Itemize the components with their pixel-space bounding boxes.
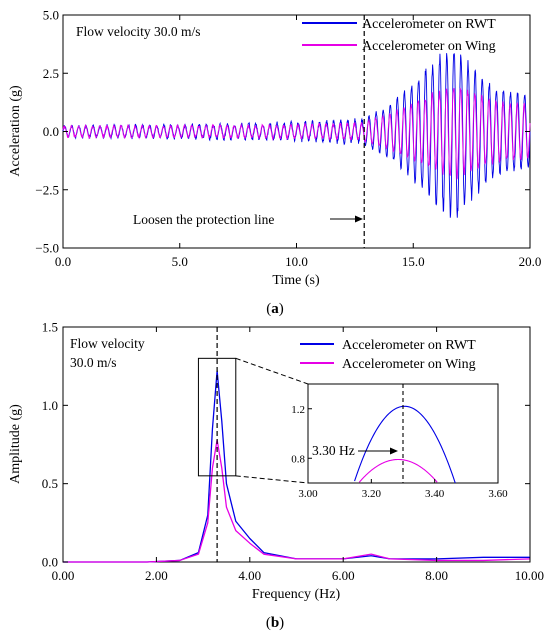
panel-a-y-axis-label: Acceleration (g) <box>8 85 23 177</box>
inset-peak-label: 3.30 Hz <box>312 443 355 458</box>
panel-b-amplitude-chart: 0.00 2.00 4.00 6.00 8.00 10.00 1.5 1.0 0.5 0.0 Fl… <box>8 320 544 603</box>
inset-series-line-0 <box>354 405 456 484</box>
panel-b-ticks: 0.00 2.00 4.00 6.00 8.00 10.00 1.5 1.0 0.5 0.0 <box>42 320 544 584</box>
panel-a-x-tick-label: 20.0 <box>519 254 542 269</box>
panel-b-x-tick-label: 4.00 <box>238 568 261 583</box>
panel-b-x-tick-label: 8.00 <box>425 568 448 583</box>
panel-b-y-axis-label: Amplitude (g) <box>8 404 23 484</box>
panel-a-event-arrowhead <box>355 215 363 223</box>
panel-a-x-axis-label: Time (s) <box>272 273 320 288</box>
panel-a-caption: (a) <box>266 301 284 317</box>
panel-b-x-axis-label: Frequency (Hz) <box>252 587 341 602</box>
panel-a-y-tick-label: −5.0 <box>35 241 59 256</box>
panel-b-condition-annotation-line1: Flow velocity <box>70 336 145 351</box>
panel-a-acceleration-chart: 0.0 5.0 10.0 15.0 20.0 5.0 2.5 0.0 −2.5 −5.0 Flow… <box>8 8 541 289</box>
panel-a-x-tick-label: 15.0 <box>402 254 425 269</box>
panel-a-ticks: 0.0 5.0 10.0 15.0 20.0 5.0 2.5 0.0 −2.5 −5.0 <box>35 8 541 270</box>
panel-b-series <box>63 370 531 563</box>
panel-a-series-line-1 <box>62 87 531 181</box>
panel-b-x-tick-label: 2.00 <box>145 568 168 583</box>
panel-b-legend-label-rwt: Accelerometer on RWT <box>342 338 476 353</box>
inset-x-tick-label: 3.60 <box>488 488 508 500</box>
panel-b-inset-zoom-chart: 3.00 3.20 3.40 3.60 1.2 0.8 3.30 Hz <box>291 383 508 500</box>
inset-y-tick-label: 1.2 <box>291 404 305 416</box>
panel-a-y-tick-label: 0.0 <box>43 124 59 139</box>
panel-a-condition-annotation: Flow velocity 30.0 m/s <box>76 24 201 39</box>
panel-a-series <box>62 53 531 218</box>
panel-a-legend-label-rwt: Accelerometer on RWT <box>362 17 496 32</box>
inset-y-tick-label: 0.8 <box>291 453 305 465</box>
inset-x-tick-label: 3.20 <box>362 488 382 500</box>
panel-b-condition-annotation-line2: 30.0 m/s <box>70 355 117 370</box>
panel-b-series-line-1 <box>63 439 531 563</box>
panel-b-x-tick-label: 6.00 <box>332 568 355 583</box>
panel-b-plot-frame <box>62 326 531 563</box>
panel-a-event-annotation: Loosen the protection line <box>133 212 274 227</box>
inset-x-tick-label: 3.40 <box>425 488 445 500</box>
panel-a-x-tick-label: 0.0 <box>55 254 71 269</box>
panel-b-y-tick-label: 0.0 <box>42 555 58 570</box>
panel-a-legend: Accelerometer on RWT Accelerometer on Wi… <box>302 17 496 54</box>
panel-b-legend: Accelerometer on RWT Accelerometer on Wi… <box>300 338 476 372</box>
panel-b-zoom-connector-bottom <box>235 475 309 484</box>
panel-b-legend-label-wing: Accelerometer on Wing <box>342 357 476 372</box>
panel-b-zoom-connector-top <box>235 357 309 385</box>
inset-x-tick-label: 3.00 <box>298 488 318 500</box>
panel-a-x-tick-label: 10.0 <box>285 254 308 269</box>
panel-b-y-tick-label: 0.5 <box>42 476 58 491</box>
panel-a-y-tick-label: 5.0 <box>43 8 59 23</box>
panel-a-y-tick-label: −2.5 <box>35 182 59 197</box>
inset-series <box>354 405 456 484</box>
inset-ticks: 3.00 3.20 3.40 3.60 1.2 0.8 <box>291 404 508 500</box>
panel-a-y-tick-label: 2.5 <box>43 66 59 81</box>
panel-b-y-tick-label: 1.5 <box>42 320 58 335</box>
panel-b-y-tick-label: 1.0 <box>42 398 58 413</box>
panel-a-x-tick-label: 5.0 <box>172 254 188 269</box>
panel-b-zoom-box <box>197 357 237 477</box>
inset-peak-arrowhead <box>390 447 398 455</box>
panel-b-x-tick-label: 10.00 <box>515 568 544 583</box>
panel-a-legend-label-wing: Accelerometer on Wing <box>362 39 496 54</box>
inset-series-line-1 <box>358 458 438 483</box>
panel-b-x-tick-label: 0.00 <box>52 568 75 583</box>
panel-b-caption: (b) <box>266 615 284 631</box>
